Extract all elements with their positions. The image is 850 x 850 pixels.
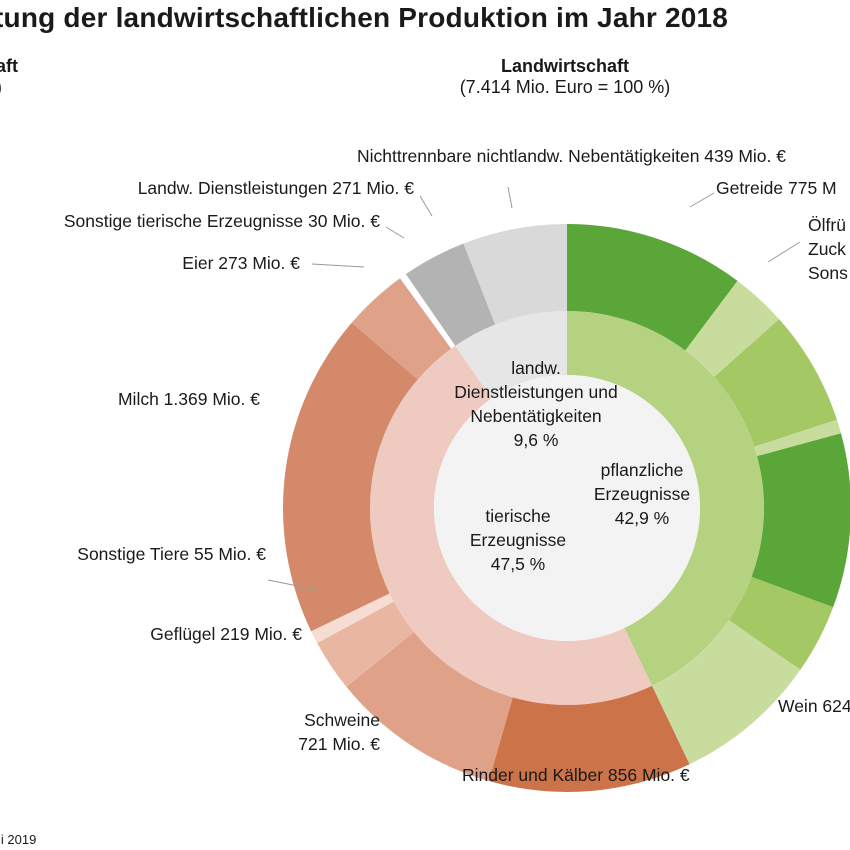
right-header: Landwirtschaft (7.414 Mio. Euro = 100 %) (445, 56, 685, 98)
outer-slice-animal-1 (346, 632, 513, 782)
label-oelfruechte-line3: Sons (808, 263, 848, 283)
outer-slice-service-0 (405, 243, 496, 346)
outer-slice-plant-4 (751, 433, 850, 608)
leader-nebentaetigkeiten (507, 186, 513, 209)
inner-label-animal-value: 47,5 % (490, 554, 546, 574)
label-oelfruechte: Ölfrü Zuck Sons (808, 213, 848, 285)
outer-slice-animal-0 (488, 685, 690, 792)
chart-title: tung der landwirtschaftlichen Produktion… (0, 2, 729, 33)
label-milch: Milch 1.369 Mio. € (117, 389, 260, 409)
leader-oelfruechte (767, 241, 801, 263)
leader-sonstige-tiere (267, 579, 319, 591)
outer-slice-animal-6 (400, 274, 456, 349)
label-dienstleistungen: Landw. Dienstleistungen 271 Mio. € (137, 178, 414, 198)
inner-label-animal-line1: tierische (485, 506, 551, 526)
inner-label-services-line3: Nebentätigkeiten (470, 406, 602, 426)
outer-slice-plant-6 (651, 620, 801, 765)
left-header: aft ) (0, 56, 18, 98)
inner-label-plant-line1: pflanzliche (600, 460, 684, 480)
label-schweine-name: Schweine (304, 710, 380, 730)
outer-slice-animal-3 (311, 593, 394, 644)
outer-slice-animal-4 (282, 322, 418, 632)
right-header-title: Landwirtschaft (500, 56, 629, 76)
right-header-subtitle: (7.414 Mio. Euro = 100 %) (459, 77, 671, 97)
label-sonstige-tierische-erzeugnisse: Sonstige tierische Erzeugnisse 30 Mio. € (63, 211, 380, 231)
outer-slice-plant-5 (728, 576, 834, 670)
leader-dienstleistungen (419, 195, 433, 217)
label-sonstige-tiere: Sonstige Tiere 55 Mio. € (77, 544, 266, 564)
inner-label-services-line1: landw. (511, 358, 561, 378)
outer-slice-plant-0 (567, 224, 738, 351)
outer-slice-plant-1 (685, 280, 780, 378)
left-header-line2: ) (0, 77, 18, 98)
inner-slice-animal (369, 345, 652, 706)
label-oelfruechte-line1: Ölfrü (808, 215, 846, 235)
outer-slice-plant-2 (714, 319, 837, 447)
label-getreide: Getreide 775 M (716, 178, 837, 198)
label-gefluegel: Geflügel 219 Mio. € (150, 624, 302, 644)
inner-label-plant-line2: Erzeugnisse (593, 484, 691, 504)
label-rinder-kaelber: Rinder und Kälber 856 Mio. € (462, 765, 690, 785)
leader-sonstige-tierische-erzeugnisse (385, 226, 405, 239)
donut-center (434, 375, 700, 641)
inner-label-services-line2: Dienstleistungen und (454, 382, 618, 402)
inner-label-animal: tierische Erzeugnisse 47,5 % (458, 504, 578, 576)
leader-eier (311, 263, 365, 268)
inner-label-plant: pflanzliche Erzeugnisse 42,9 % (582, 458, 702, 530)
label-nebentaetigkeiten: Nichttrennbare nichtlandw. Nebentätigkei… (356, 146, 786, 166)
outer-slice-service-1 (463, 224, 567, 325)
label-oelfruechte-line2: Zuck (808, 239, 846, 259)
label-schweine-value: 721 Mio. € (298, 734, 380, 754)
inner-label-plant-value: 42,9 % (614, 508, 670, 528)
inner-label-services: landw. Dienstleistungen und Nebentätigke… (446, 356, 626, 452)
source-note: li 2019 (0, 832, 37, 847)
label-wein: Wein 624 (778, 696, 850, 716)
inner-slice-plant (567, 311, 764, 686)
label-schweine: Schweine 721 Mio. € (298, 708, 380, 756)
left-header-line1: aft (0, 56, 18, 76)
outer-slice-plant-3 (754, 419, 841, 457)
leader-getreide (689, 192, 715, 208)
inner-label-services-value: 9,6 % (513, 430, 559, 450)
label-eier: Eier 273 Mio. € (182, 253, 300, 273)
outer-slice-animal-2 (317, 601, 414, 687)
outer-slice-animal-5 (351, 278, 452, 380)
inner-label-animal-line2: Erzeugnisse (469, 530, 567, 550)
inner-slice-services (455, 311, 567, 399)
